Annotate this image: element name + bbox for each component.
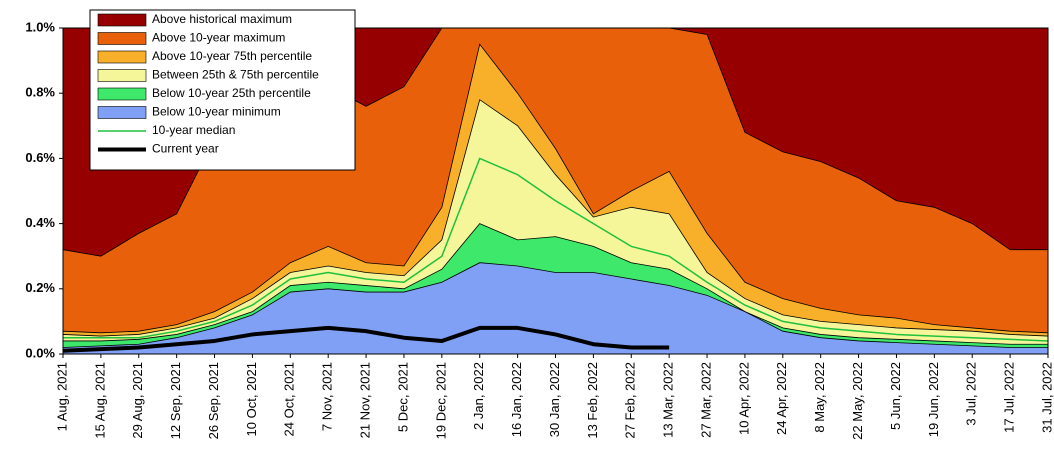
x-tick-label: 5 Jun, 2022: [888, 362, 903, 430]
x-tick-label: 21 Nov, 2021: [358, 362, 373, 438]
x-tick-label: 30 Jan, 2022: [547, 362, 562, 437]
legend-label: 10-year median: [152, 123, 235, 137]
y-tick-label: 1.0%: [25, 19, 55, 34]
legend-swatch: [97, 69, 147, 82]
y-tick-label: 0.8%: [25, 85, 55, 100]
legend-label: Between 25th & 75th percentile: [152, 68, 319, 82]
x-tick-label: 24 Oct, 2021: [282, 362, 297, 436]
x-tick-label: 24 Apr, 2022: [774, 362, 789, 435]
x-tick-label: 2 Jan, 2022: [471, 362, 486, 430]
y-tick-label: 0.2%: [25, 280, 55, 295]
legend-label: Below 10-year 25th percentile: [152, 86, 311, 100]
x-tick-label: 17 Jul, 2022: [1002, 362, 1017, 433]
legend-swatch: [97, 87, 147, 101]
x-tick-label: 16 Jan, 2022: [509, 362, 524, 437]
x-tick-label: 8 May, 2022: [812, 362, 827, 433]
x-tick-label: 12 Sep, 2021: [168, 362, 183, 439]
x-tick-label: 7 Nov, 2021: [320, 362, 335, 431]
x-tick-label: 10 Oct, 2021: [244, 362, 259, 436]
y-tick-label: 0.0%: [25, 345, 55, 360]
x-tick-label: 1 Aug, 2021: [54, 362, 69, 431]
legend-label: Above 10-year maximum: [152, 31, 285, 45]
x-tick-label: 27 Mar, 2022: [698, 362, 713, 438]
legend-label: Above historical maximum: [152, 12, 292, 26]
x-tick-label: 15 Aug, 2021: [92, 362, 107, 439]
legend-label: Current year: [152, 142, 219, 156]
x-tick-label: 19 Dec, 2021: [433, 362, 448, 439]
x-tick-label: 10 Apr, 2022: [736, 362, 751, 435]
x-tick-label: 5 Dec, 2021: [395, 362, 410, 432]
legend: Above historical maximum Above 10-year ma…: [89, 9, 356, 171]
x-tick-label: 29 Aug, 2021: [130, 362, 145, 439]
x-tick-label: 13 Feb, 2022: [585, 362, 600, 439]
x-tick-label: 3 Jul, 2022: [964, 362, 979, 426]
axes: 0.0% 0.2% 0.4% 0.6% 0.8% 1.0% 1 Aug, 2021 15 Au…: [25, 19, 1054, 439]
legend-label: Below 10-year minimum: [152, 105, 281, 119]
x-tick-label: 26 Sep, 2021: [206, 362, 221, 439]
x-tick-label: 27 Feb, 2022: [623, 362, 638, 439]
legend-label: Above 10-year 75th percentile: [152, 49, 312, 63]
legend-swatch: [97, 32, 147, 45]
x-tick-label: 31 Jul, 2022: [1039, 362, 1054, 433]
legend-swatch: [97, 50, 147, 64]
x-tick-label: 13 Mar, 2022: [661, 362, 676, 438]
series-line: [63, 325, 670, 353]
series-line: [63, 157, 1048, 342]
legend-swatch: [97, 13, 147, 27]
y-tick-label: 0.4%: [25, 215, 55, 230]
y-tick-label: 0.6%: [25, 150, 55, 165]
x-tick-label: 19 Jun, 2022: [926, 362, 941, 437]
x-tick-label: 22 May, 2022: [850, 362, 865, 440]
plot-area: [63, 28, 1048, 354]
legend-swatch: [97, 106, 147, 119]
